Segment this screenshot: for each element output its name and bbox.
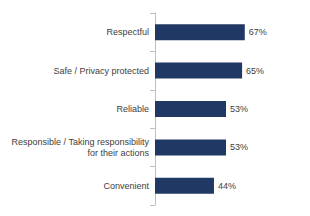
svg-text:53%: 53% <box>230 104 248 114</box>
svg-text:Convenient: Convenient <box>103 181 149 191</box>
svg-text:Reliable: Reliable <box>116 104 149 114</box>
svg-text:Safe / Privacy protected: Safe / Privacy protected <box>53 66 149 76</box>
svg-text:Respectful: Respectful <box>106 27 149 37</box>
svg-text:for their actions: for their actions <box>85 148 150 158</box>
svg-text:67%: 67% <box>249 27 267 37</box>
svg-text:Responsible / Taking responsib: Responsible / Taking responsibility <box>12 137 150 147</box>
svg-text:65%: 65% <box>246 66 264 76</box>
svg-text:53%: 53% <box>230 142 248 152</box>
svg-text:44%: 44% <box>218 181 236 191</box>
